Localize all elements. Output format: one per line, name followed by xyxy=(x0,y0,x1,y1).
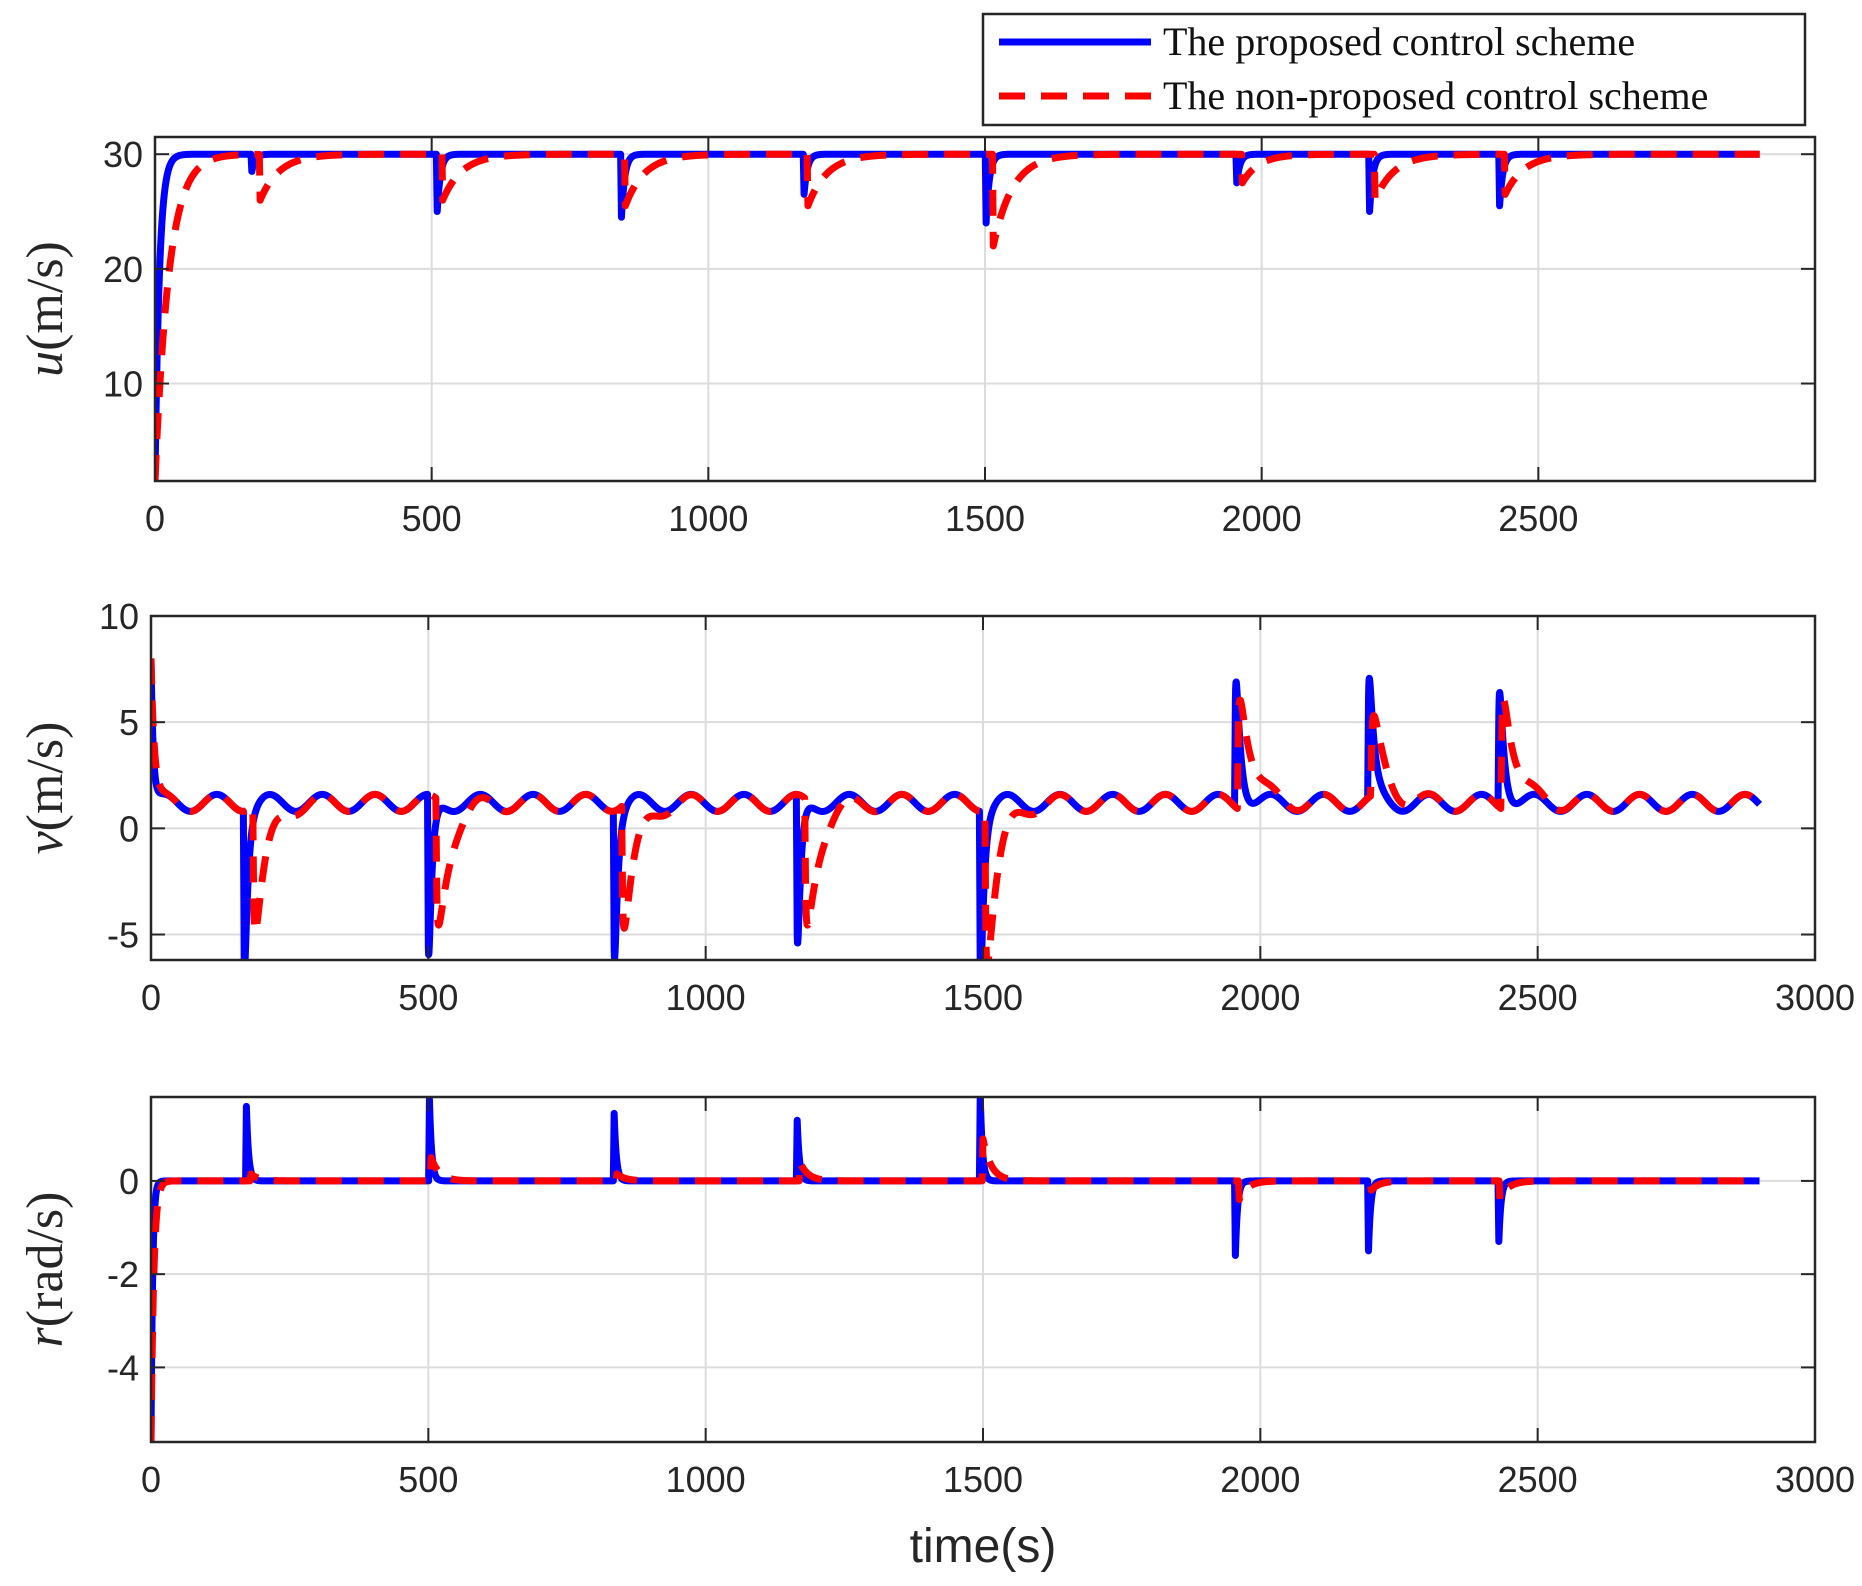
legend: The proposed control scheme The non-propo… xyxy=(981,12,1807,127)
y-axis-label: v(m/s) xyxy=(17,722,74,855)
x-tick-label: 500 xyxy=(398,977,458,1018)
y-tick-label: 30 xyxy=(103,134,143,175)
series-group xyxy=(151,658,1763,960)
x-tick-label: 0 xyxy=(145,498,165,539)
series-group xyxy=(151,1097,1763,1442)
legend-label-proposed: The proposed control scheme xyxy=(1163,19,1635,64)
y-tick-label: 10 xyxy=(99,596,139,637)
legend-label-non-proposed: The non-proposed control scheme xyxy=(1163,73,1708,118)
x-tick-label: 1000 xyxy=(668,498,748,539)
subplot-r: 0 500 1000 1500 2000 2500 3000 -4 -2 0 r(rad/s) xyxy=(17,1095,1855,1500)
series-line-non-proposed xyxy=(151,658,1763,960)
x-axis-label: time(s) xyxy=(910,1520,1057,1573)
series-line-proposed xyxy=(151,658,1763,960)
x-tick-label: 1500 xyxy=(943,977,1023,1018)
y-axis-label-unit: (rad/s) xyxy=(17,1192,74,1328)
series-line-proposed xyxy=(155,150,1763,481)
x-tick-label: 2000 xyxy=(1220,1459,1300,1500)
x-tick-label: 2500 xyxy=(1498,977,1578,1018)
subplot-u: 0 500 1000 1500 2000 2500 10 20 30 u(m/s) xyxy=(17,134,1817,539)
x-tick-label: 2500 xyxy=(1498,1459,1578,1500)
y-tick-label: -5 xyxy=(107,915,139,956)
y-tick-label: 0 xyxy=(119,808,139,849)
x-tick-label: 2000 xyxy=(1220,977,1300,1018)
series-line-proposed xyxy=(151,1097,1763,1442)
y-tick-label: 0 xyxy=(119,1161,139,1202)
y-axis-label-symbol: u xyxy=(17,351,74,377)
x-tick-label: 500 xyxy=(398,1459,458,1500)
x-tick-label: 3000 xyxy=(1775,977,1855,1018)
series-line-non-proposed xyxy=(155,150,1763,481)
x-tick-label: 3000 xyxy=(1775,1459,1855,1500)
y-axis-label: r(rad/s) xyxy=(17,1192,74,1348)
x-tick-label: 2500 xyxy=(1498,498,1578,539)
x-tick-label: 1000 xyxy=(666,977,746,1018)
y-axis-label-unit: (m/s) xyxy=(17,722,74,832)
y-axis-label-unit: (m/s) xyxy=(17,241,74,351)
series-group xyxy=(155,150,1763,481)
x-tick-label: 1000 xyxy=(666,1459,746,1500)
y-axis-label-symbol: r xyxy=(17,1326,74,1347)
x-tick-label: 1500 xyxy=(943,1459,1023,1500)
x-tick-label: 0 xyxy=(141,1459,161,1500)
y-tick-label: 5 xyxy=(119,702,139,743)
y-tick-label: -4 xyxy=(107,1347,139,1388)
series-line-non-proposed xyxy=(151,1135,1763,1442)
y-axis-label-symbol: v xyxy=(17,830,74,854)
y-tick-label: 10 xyxy=(103,364,143,405)
y-tick-label: -2 xyxy=(107,1254,139,1295)
x-tick-label: 1500 xyxy=(945,498,1025,539)
legend-box xyxy=(981,12,1807,127)
x-tick-label: 0 xyxy=(141,977,161,1018)
x-tick-label: 500 xyxy=(402,498,462,539)
x-tick-label: 2000 xyxy=(1222,498,1302,539)
y-tick-label: 20 xyxy=(103,249,143,290)
y-axis-label: u(m/s) xyxy=(17,241,74,377)
